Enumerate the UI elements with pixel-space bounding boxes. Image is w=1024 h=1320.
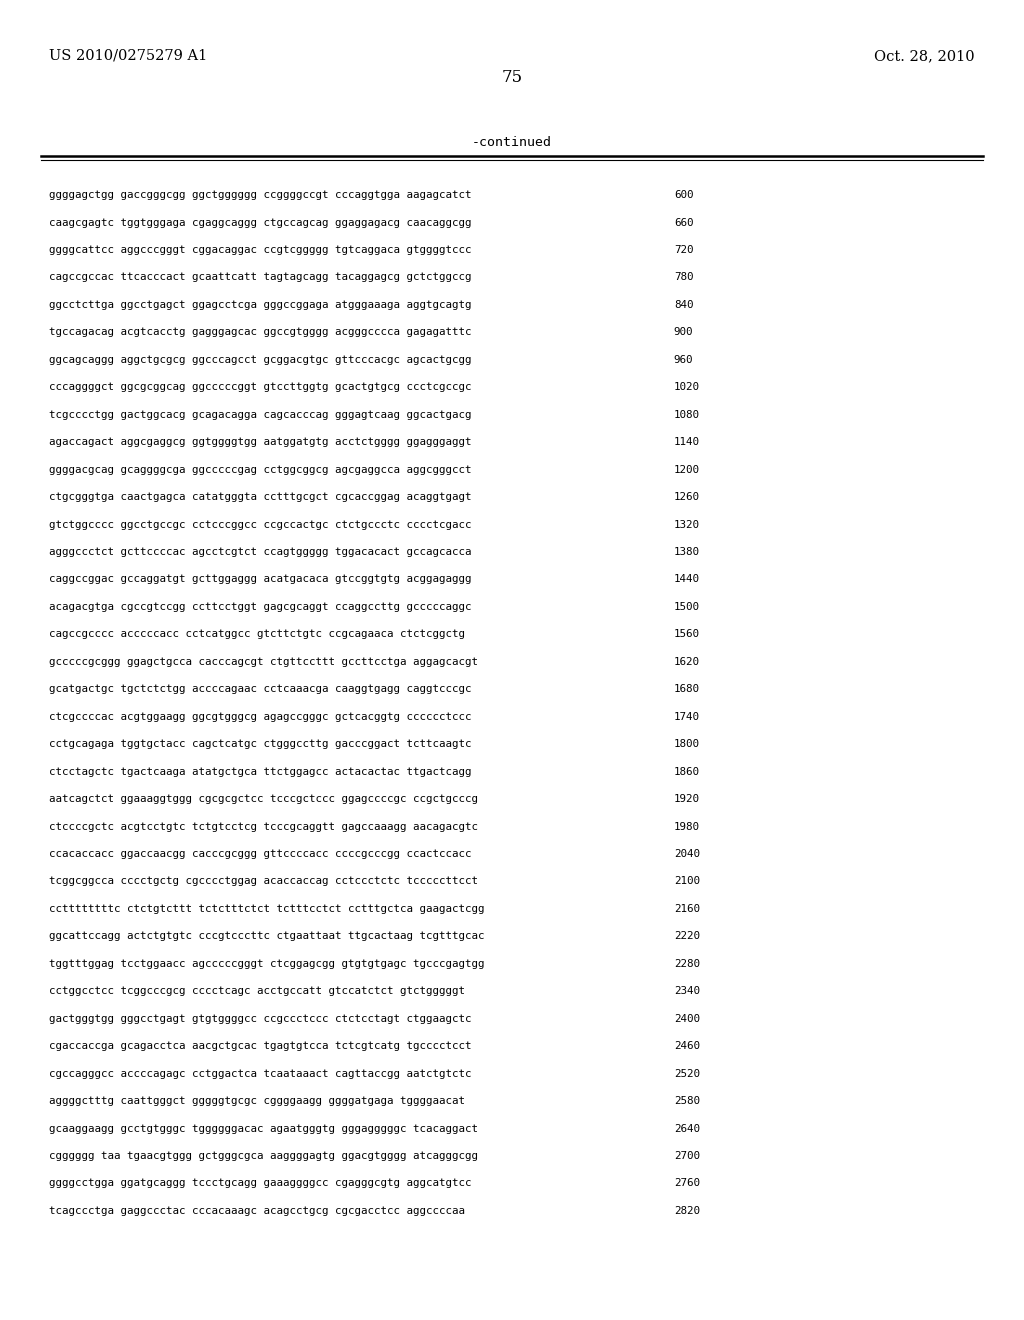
Text: 1920: 1920 [674,795,699,804]
Text: 1680: 1680 [674,684,699,694]
Text: caagcgagtc tggtgggaga cgaggcaggg ctgccagcag ggaggagacg caacaggcgg: caagcgagtc tggtgggaga cgaggcaggg ctgccag… [49,218,472,227]
Text: acagacgtga cgccgtccgg ccttcctggt gagcgcaggt ccaggccttg gcccccaggc: acagacgtga cgccgtccgg ccttcctggt gagcgca… [49,602,472,612]
Text: tggtttggag tcctggaacc agcccccgggt ctcggagcgg gtgtgtgagc tgcccgagtgg: tggtttggag tcctggaacc agcccccgggt ctcgga… [49,958,484,969]
Text: 720: 720 [674,246,693,255]
Text: 1620: 1620 [674,657,699,667]
Text: 1860: 1860 [674,767,699,776]
Text: ggggcctgga ggatgcaggg tccctgcagg gaaaggggcc cgagggcgtg aggcatgtcc: ggggcctgga ggatgcaggg tccctgcagg gaaaggg… [49,1179,472,1188]
Text: agggccctct gcttccccac agcctcgtct ccagtggggg tggacacact gccagcacca: agggccctct gcttccccac agcctcgtct ccagtgg… [49,546,472,557]
Text: 1980: 1980 [674,821,699,832]
Text: 1380: 1380 [674,546,699,557]
Text: gcccccgcggg ggagctgcca cacccagcgt ctgttccttt gccttcctga aggagcacgt: gcccccgcggg ggagctgcca cacccagcgt ctgttc… [49,657,478,667]
Text: ggggacgcag gcaggggcga ggcccccgag cctggcggcg agcgaggcca aggcgggcct: ggggacgcag gcaggggcga ggcccccgag cctggcg… [49,465,472,475]
Text: 1440: 1440 [674,574,699,585]
Text: 900: 900 [674,327,693,338]
Text: cctgcagaga tggtgctacc cagctcatgc ctgggccttg gacccggact tcttcaagtc: cctgcagaga tggtgctacc cagctcatgc ctgggcc… [49,739,472,750]
Text: 780: 780 [674,272,693,282]
Text: -continued: -continued [472,136,552,149]
Text: ctcctagctc tgactcaaga atatgctgca ttctggagcc actacactac ttgactcagg: ctcctagctc tgactcaaga atatgctgca ttctgga… [49,767,472,776]
Text: 1560: 1560 [674,630,699,639]
Text: 2280: 2280 [674,958,699,969]
Text: 1260: 1260 [674,492,699,502]
Text: 1740: 1740 [674,711,699,722]
Text: 2520: 2520 [674,1069,699,1078]
Text: ctgcgggtga caactgagca catatgggta cctttgcgct cgcaccggag acaggtgagt: ctgcgggtga caactgagca catatgggta cctttgc… [49,492,472,502]
Text: 75: 75 [502,69,522,86]
Text: 2040: 2040 [674,849,699,859]
Text: ctcgccccac acgtggaagg ggcgtgggcg agagccgggc gctcacggtg cccccctccc: ctcgccccac acgtggaagg ggcgtgggcg agagccg… [49,711,472,722]
Text: cctggcctcc tcggcccgcg cccctcagc acctgccatt gtccatctct gtctgggggt: cctggcctcc tcggcccgcg cccctcagc acctgcca… [49,986,465,997]
Text: gtctggcccc ggcctgccgc cctcccggcc ccgccactgc ctctgccctc cccctcgacc: gtctggcccc ggcctgccgc cctcccggcc ccgccac… [49,520,472,529]
Text: 2340: 2340 [674,986,699,997]
Text: tcagccctga gaggccctac cccacaaagc acagcctgcg cgcgacctcc aggccccaa: tcagccctga gaggccctac cccacaaagc acagcct… [49,1206,465,1216]
Text: ggcattccagg actctgtgtc cccgtcccttc ctgaattaat ttgcactaag tcgtttgcac: ggcattccagg actctgtgtc cccgtcccttc ctgaa… [49,932,484,941]
Text: 2700: 2700 [674,1151,699,1162]
Text: US 2010/0275279 A1: US 2010/0275279 A1 [49,49,208,63]
Text: 960: 960 [674,355,693,364]
Text: 2220: 2220 [674,932,699,941]
Text: ggggcattcc aggcccgggt cggacaggac ccgtcggggg tgtcaggaca gtggggtccc: ggggcattcc aggcccgggt cggacaggac ccgtcgg… [49,246,472,255]
Text: cccaggggct ggcgcggcag ggcccccggt gtccttggtg gcactgtgcg ccctcgccgc: cccaggggct ggcgcggcag ggcccccggt gtccttg… [49,383,472,392]
Text: 1800: 1800 [674,739,699,750]
Text: gactgggtgg gggcctgagt gtgtggggcc ccgccctccc ctctcctagt ctggaagctc: gactgggtgg gggcctgagt gtgtggggcc ccgccct… [49,1014,472,1024]
Text: cgccagggcc accccagagc cctggactca tcaataaact cagttaccgg aatctgtctc: cgccagggcc accccagagc cctggactca tcaataa… [49,1069,472,1078]
Text: 1080: 1080 [674,409,699,420]
Text: 2580: 2580 [674,1096,699,1106]
Text: 840: 840 [674,300,693,310]
Text: 2160: 2160 [674,904,699,913]
Text: Oct. 28, 2010: Oct. 28, 2010 [874,49,975,63]
Text: tgccagacag acgtcacctg gagggagcac ggccgtgggg acgggcccca gagagatttc: tgccagacag acgtcacctg gagggagcac ggccgtg… [49,327,472,338]
Text: 2640: 2640 [674,1123,699,1134]
Text: agaccagact aggcgaggcg ggtggggtgg aatggatgtg acctctgggg ggagggaggt: agaccagact aggcgaggcg ggtggggtgg aatggat… [49,437,472,447]
Text: 2100: 2100 [674,876,699,887]
Text: ccacaccacc ggaccaacgg cacccgcggg gttccccacc ccccgcccgg ccactccacc: ccacaccacc ggaccaacgg cacccgcggg gttcccc… [49,849,472,859]
Text: aatcagctct ggaaaggtggg cgcgcgctcc tcccgctccc ggagccccgc ccgctgcccg: aatcagctct ggaaaggtggg cgcgcgctcc tcccgc… [49,795,478,804]
Text: cagccgccac ttcacccact gcaattcatt tagtagcagg tacaggagcg gctctggccg: cagccgccac ttcacccact gcaattcatt tagtagc… [49,272,472,282]
Text: 660: 660 [674,218,693,227]
Text: 600: 600 [674,190,693,201]
Text: 2820: 2820 [674,1206,699,1216]
Text: 1320: 1320 [674,520,699,529]
Text: tcgcccctgg gactggcacg gcagacagga cagcacccag gggagtcaag ggcactgacg: tcgcccctgg gactggcacg gcagacagga cagcacc… [49,409,472,420]
Text: caggccggac gccaggatgt gcttggaggg acatgacaca gtccggtgtg acggagaggg: caggccggac gccaggatgt gcttggaggg acatgac… [49,574,472,585]
Text: cgggggg taa tgaacgtggg gctgggcgca aaggggagtg ggacgtgggg atcagggcgg: cgggggg taa tgaacgtggg gctgggcgca aagggg… [49,1151,478,1162]
Text: gcatgactgc tgctctctgg accccagaac cctcaaacga caaggtgagg caggtcccgc: gcatgactgc tgctctctgg accccagaac cctcaaa… [49,684,472,694]
Text: aggggctttg caattgggct gggggtgcgc cggggaagg ggggatgaga tggggaacat: aggggctttg caattgggct gggggtgcgc cggggaa… [49,1096,465,1106]
Text: ccttttttttc ctctgtcttt tctctttctct tctttcctct cctttgctca gaagactcgg: ccttttttttc ctctgtcttt tctctttctct tcttt… [49,904,484,913]
Text: gcaaggaagg gcctgtgggc tggggggacac agaatgggtg gggagggggc tcacaggact: gcaaggaagg gcctgtgggc tggggggacac agaatg… [49,1123,478,1134]
Text: cagccgcccc acccccacc cctcatggcc gtcttctgtc ccgcagaaca ctctcggctg: cagccgcccc acccccacc cctcatggcc gtcttctg… [49,630,465,639]
Text: 2460: 2460 [674,1041,699,1051]
Text: 2760: 2760 [674,1179,699,1188]
Text: 1140: 1140 [674,437,699,447]
Text: 2400: 2400 [674,1014,699,1024]
Text: ggcctcttga ggcctgagct ggagcctcga gggccggaga atgggaaaga aggtgcagtg: ggcctcttga ggcctgagct ggagcctcga gggccgg… [49,300,472,310]
Text: ggcagcaggg aggctgcgcg ggcccagcct gcggacgtgc gttcccacgc agcactgcgg: ggcagcaggg aggctgcgcg ggcccagcct gcggacg… [49,355,472,364]
Text: 1500: 1500 [674,602,699,612]
Text: tcggcggcca cccctgctg cgcccctggag acaccaccag cctccctctc tcccccttcct: tcggcggcca cccctgctg cgcccctggag acaccac… [49,876,478,887]
Text: ggggagctgg gaccgggcgg ggctgggggg ccggggccgt cccaggtgga aagagcatct: ggggagctgg gaccgggcgg ggctgggggg ccggggc… [49,190,472,201]
Text: ctccccgctc acgtcctgtc tctgtcctcg tcccgcaggtt gagccaaagg aacagacgtc: ctccccgctc acgtcctgtc tctgtcctcg tcccgca… [49,821,478,832]
Text: cgaccaccga gcagacctca aacgctgcac tgagtgtcca tctcgtcatg tgcccctcct: cgaccaccga gcagacctca aacgctgcac tgagtgt… [49,1041,472,1051]
Text: 1020: 1020 [674,383,699,392]
Text: 1200: 1200 [674,465,699,475]
